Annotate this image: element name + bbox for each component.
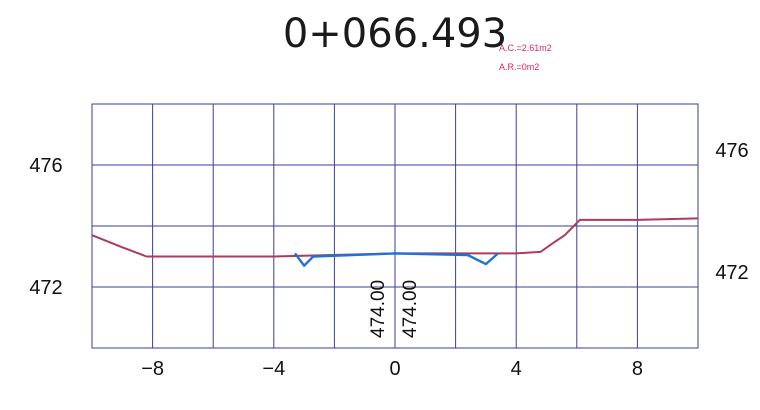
y-tick-label-right: 472: [715, 262, 748, 284]
profile-lines: [91, 217, 699, 267]
x-tick-label: 4: [511, 358, 522, 380]
axis-labels: −8 −4 0 4 8 472 472 476 476: [29, 140, 748, 380]
design-section-line: [294, 252, 499, 267]
ground-profile-line: [91, 217, 699, 258]
x-tick-label: −4: [262, 358, 285, 380]
station-title: 0+066.493: [283, 11, 507, 57]
left-elevation-label: 474.00: [368, 280, 389, 338]
grid: [91, 103, 699, 349]
y-tick-label-right: 476: [715, 140, 748, 162]
fill-area-label: A.R.=0m2: [499, 62, 539, 72]
x-tick-label: 0: [389, 358, 400, 380]
right-elevation-label: 474.00: [400, 280, 421, 338]
cut-area-label: A.C.=2.61m2: [499, 43, 552, 53]
y-tick-label-left: 476: [29, 155, 62, 177]
x-tick-label: −8: [141, 358, 164, 380]
y-tick-label-left: 472: [29, 277, 62, 299]
x-tick-label: 8: [632, 358, 643, 380]
